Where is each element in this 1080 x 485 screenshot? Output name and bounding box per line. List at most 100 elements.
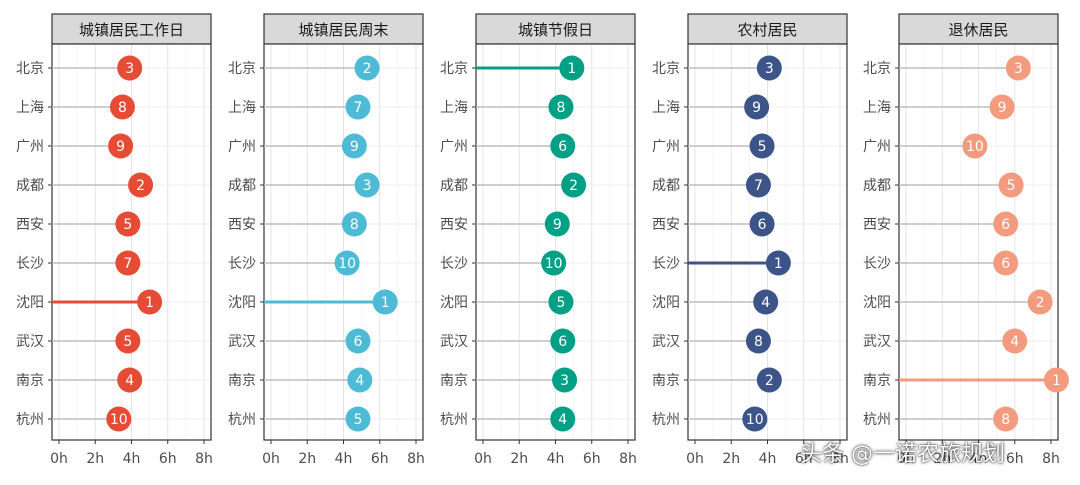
rank-label: 9	[350, 139, 359, 155]
lollipop-point	[115, 328, 141, 354]
rank-label: 10	[545, 256, 563, 272]
y-tick-label: 成都	[652, 178, 680, 194]
y-tick-label: 北京	[652, 61, 680, 77]
lollipop-point	[341, 133, 367, 159]
lollipop-point	[561, 172, 587, 198]
y-tick-label: 西安	[440, 217, 468, 233]
y-tick-label: 上海	[863, 100, 891, 116]
rank-label: 3	[765, 61, 774, 77]
lollipop-point	[347, 367, 373, 393]
y-tick-label: 上海	[440, 100, 468, 116]
y-tick-label: 上海	[652, 100, 680, 116]
rank-label: 7	[354, 100, 363, 116]
lollipop-point	[550, 133, 576, 159]
lollipop-point	[137, 289, 163, 315]
rank-label: 5	[556, 295, 565, 311]
rank-label: 8	[118, 100, 127, 116]
lollipop-point	[115, 250, 141, 276]
y-tick-label: 广州	[863, 139, 891, 155]
x-tick-label: 0h	[686, 451, 704, 467]
x-tick-label: 0h	[474, 451, 492, 467]
lollipop-point	[749, 211, 775, 237]
y-tick-label: 武汉	[16, 334, 44, 350]
y-tick-label: 杭州	[16, 412, 44, 428]
x-tick-label: 6h	[583, 451, 601, 467]
lollipop-point	[108, 133, 134, 159]
rank-label: 6	[558, 139, 567, 155]
lollipop-point	[541, 250, 567, 276]
rank-label: 1	[1052, 373, 1061, 389]
x-tick-label: 4h	[335, 451, 353, 467]
lollipop-point	[993, 406, 1019, 432]
y-tick-label: 北京	[228, 61, 256, 77]
lollipop-point	[989, 94, 1015, 120]
lollipop-point	[749, 133, 775, 159]
rank-label: 5	[123, 334, 132, 350]
facet-strip	[51, 13, 212, 45]
lollipop-point	[345, 328, 371, 354]
y-tick-label: 长沙	[228, 256, 256, 272]
rank-label: 1	[145, 295, 154, 311]
y-tick-label: 成都	[16, 178, 44, 194]
y-tick-label: 沈阳	[16, 295, 44, 311]
rank-label: 2	[136, 178, 145, 194]
y-tick-label: 沈阳	[652, 295, 680, 311]
x-tick-label: 6h	[159, 451, 177, 467]
lollipop-point	[962, 133, 988, 159]
y-tick-label: 成都	[228, 178, 256, 194]
x-tick-label: 0h	[897, 451, 915, 467]
lollipop-point	[756, 55, 782, 81]
lollipop-point	[106, 406, 132, 432]
lollipop-point	[548, 289, 574, 315]
lollipop-point	[117, 367, 143, 393]
y-tick-label: 长沙	[863, 256, 891, 272]
rank-label: 4	[355, 373, 364, 389]
rank-label: 2	[765, 373, 774, 389]
rank-label: 2	[1036, 295, 1045, 311]
y-tick-label: 北京	[440, 61, 468, 77]
rank-label: 3	[560, 373, 569, 389]
x-tick-label: 4h	[547, 451, 565, 467]
y-tick-label: 西安	[863, 217, 891, 233]
x-tick-label: 2h	[86, 451, 104, 467]
facet-strip	[475, 13, 636, 45]
lollipop-point	[115, 211, 141, 237]
lollipop-point	[354, 172, 380, 198]
rank-label: 3	[1014, 61, 1023, 77]
rank-label: 6	[1001, 256, 1010, 272]
rank-label: 10	[966, 139, 984, 155]
x-tick-label: 6h	[1006, 451, 1024, 467]
y-tick-label: 沈阳	[440, 295, 468, 311]
facet-title: 农村居民	[737, 21, 797, 39]
y-tick-label: 武汉	[440, 334, 468, 350]
y-tick-label: 南京	[228, 373, 256, 389]
facet-strip	[898, 13, 1059, 45]
x-tick-label: 8h	[1042, 451, 1060, 467]
y-tick-label: 长沙	[440, 256, 468, 272]
rank-label: 4	[125, 373, 134, 389]
lollipop-point	[744, 94, 770, 120]
rank-label: 1	[381, 295, 390, 311]
y-tick-label: 广州	[16, 139, 44, 155]
y-tick-label: 南京	[440, 373, 468, 389]
x-tick-label: 8h	[407, 451, 425, 467]
rank-label: 8	[754, 334, 763, 350]
x-tick-label: 4h	[970, 451, 988, 467]
y-tick-label: 上海	[228, 100, 256, 116]
facet-strip	[263, 13, 424, 45]
x-tick-label: 6h	[795, 451, 813, 467]
rank-label: 3	[363, 178, 372, 194]
lollipop-point	[345, 406, 371, 432]
x-tick-label: 2h	[298, 451, 316, 467]
lollipop-point	[345, 94, 371, 120]
lollipop-point	[559, 55, 585, 81]
rank-label: 8	[350, 217, 359, 233]
y-tick-label: 沈阳	[228, 295, 256, 311]
lollipop-point	[128, 172, 154, 198]
y-tick-label: 武汉	[652, 334, 680, 350]
watermark: 头条 @一诺农旅规划	[800, 442, 1005, 467]
